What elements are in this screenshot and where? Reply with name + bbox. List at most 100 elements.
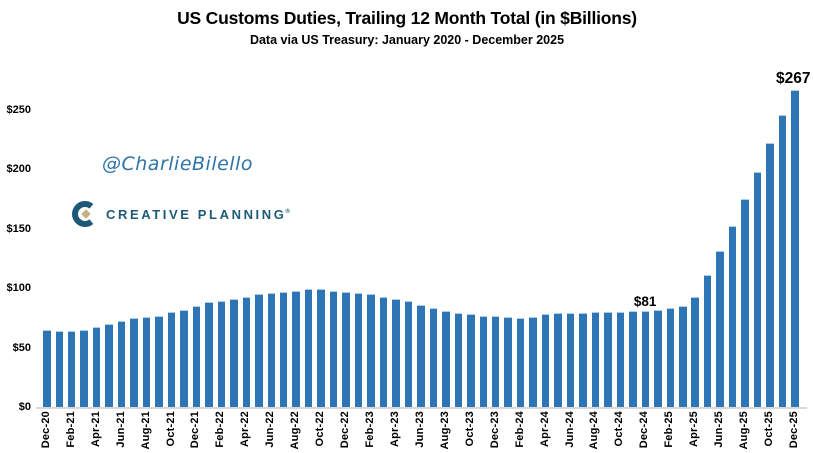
y-tick-label-0: $0 [18,401,31,413]
bar-mar-22 [230,298,238,407]
x-tick-label-apr-25: Apr-25 [688,411,701,448]
x-tick-label-apr-24: Apr-24 [538,411,551,448]
bar-aug-21 [142,316,151,407]
x-tick-label-dec-24: Dec-24 [638,411,651,449]
x-tick-label-feb-25: Feb-25 [663,411,676,448]
bar-apr-23 [392,298,400,407]
bar-dec-20 [43,329,51,407]
bar-jun-25 [716,251,724,407]
bar-dec-23 [491,315,500,407]
bar-jun-21 [117,321,126,407]
x-tick-label-jun-25: Jun-25 [713,411,726,448]
watermark-author-handle: @CharlieBilello [102,153,253,175]
chart-subtitle: Data via US Treasury: January 2020 - Dec… [249,33,565,47]
bar-dec-24 [641,310,650,407]
x-tick-label-aug-24: Aug-24 [588,411,601,450]
x-tick-label-jun-21: Jun-21 [114,411,127,448]
x-tick-label-apr-23: Apr-23 [388,411,401,448]
x-axis-line [36,407,807,409]
bar-feb-25 [666,308,675,407]
x-tick-label-dec-20: Dec-20 [39,411,52,449]
bar-oct-24 [616,311,625,407]
x-tick-label-aug-22: Aug-22 [289,411,302,450]
bar-jun-24 [566,313,575,407]
bar-feb-23 [367,294,375,407]
x-tick-label-oct-22: Oct-22 [314,411,327,447]
y-tick-label-200: $200 [6,163,31,176]
chart-title: US Customs Duties, Trailing 12 Month Tot… [177,8,637,28]
bar-feb-24 [516,317,525,407]
bar-oct-25 [766,143,774,407]
x-tick-label-oct-23: Oct-23 [463,411,476,447]
bar-oct-22 [317,289,325,407]
bar-mar-23 [379,296,388,407]
bar-dec-25 [791,89,799,407]
x-tick-label-feb-24: Feb-24 [513,411,526,448]
x-tick-label-dec-22: Dec-22 [339,411,352,449]
bar-jun-22 [267,292,275,407]
x-tick-label-dec-25: Dec-25 [788,411,800,449]
bar-oct-23 [467,314,475,407]
creative-planning-logo: CREATIVE PLANNING® [72,201,293,227]
bar-apr-24 [541,314,550,407]
x-tick-label-feb-23: Feb-23 [364,411,377,448]
bar-sep-24 [604,311,612,407]
y-tick-label-100: $100 [6,282,31,295]
bar-sep-21 [155,315,163,407]
x-tick-label-apr-22: Apr-22 [239,411,252,448]
bar-nov-22 [329,290,338,407]
bar-nov-24 [629,310,637,407]
bar-may-21 [105,323,113,407]
x-tick-label-aug-21: Aug-21 [139,411,152,450]
bar-may-24 [554,313,562,407]
bar-jun-23 [417,304,425,407]
y-tick-label-50: $50 [12,341,31,354]
bar-sep-23 [454,313,463,407]
x-tick-label-apr-21: Apr-21 [89,411,102,448]
y-tick-label-250: $250 [6,104,31,116]
bar-sep-25 [753,171,762,407]
x-tick-label-oct-24: Oct-24 [613,411,626,447]
bar-mar-21 [80,329,88,407]
bar-jul-21 [130,317,138,407]
y-tick-label-150: $150 [6,222,31,235]
bar-apr-21 [92,327,101,407]
bar-oct-21 [167,311,176,407]
bar-jul-25 [728,226,737,407]
bar-may-22 [255,294,263,407]
x-tick-label-feb-22: Feb-22 [214,411,227,448]
bar-mar-24 [529,316,537,407]
bar-apr-25 [691,296,699,407]
bar-feb-22 [217,301,226,407]
bar-jan-22 [205,302,213,407]
bar-aug-25 [741,199,749,407]
x-tick-label-dec-21: Dec-21 [189,411,202,449]
registered-trademark-symbol: ® [285,209,293,216]
bar-feb-21 [67,330,76,407]
bar-aug-22 [292,290,300,407]
bar-nov-23 [479,315,487,407]
bar-mar-25 [679,306,687,407]
x-tick-label-jun-23: Jun-23 [413,411,426,448]
x-tick-label-feb-21: Feb-21 [64,411,77,448]
creative-planning-logo-text: CREATIVE PLANNING® [106,206,293,222]
bar-may-25 [703,275,712,407]
creative-planning-logo-icon [72,201,94,227]
x-tick-label-oct-25: Oct-25 [763,411,776,447]
bar-jul-23 [429,308,438,407]
bar-nov-25 [778,114,787,407]
x-tick-label-aug-23: Aug-23 [438,411,451,450]
x-tick-label-jun-22: Jun-22 [264,411,277,448]
bar-jan-25 [654,309,662,407]
data-label-dec-24: $81 [633,293,657,309]
x-tick-label-dec-23: Dec-23 [488,411,501,449]
bar-jan-24 [504,316,512,407]
bar-sep-22 [304,289,313,407]
bar-apr-22 [242,296,251,407]
x-tick-label-oct-21: Oct-21 [164,411,177,447]
bar-nov-21 [180,309,188,407]
bar-jan-23 [354,292,363,407]
bar-jul-24 [579,313,587,407]
